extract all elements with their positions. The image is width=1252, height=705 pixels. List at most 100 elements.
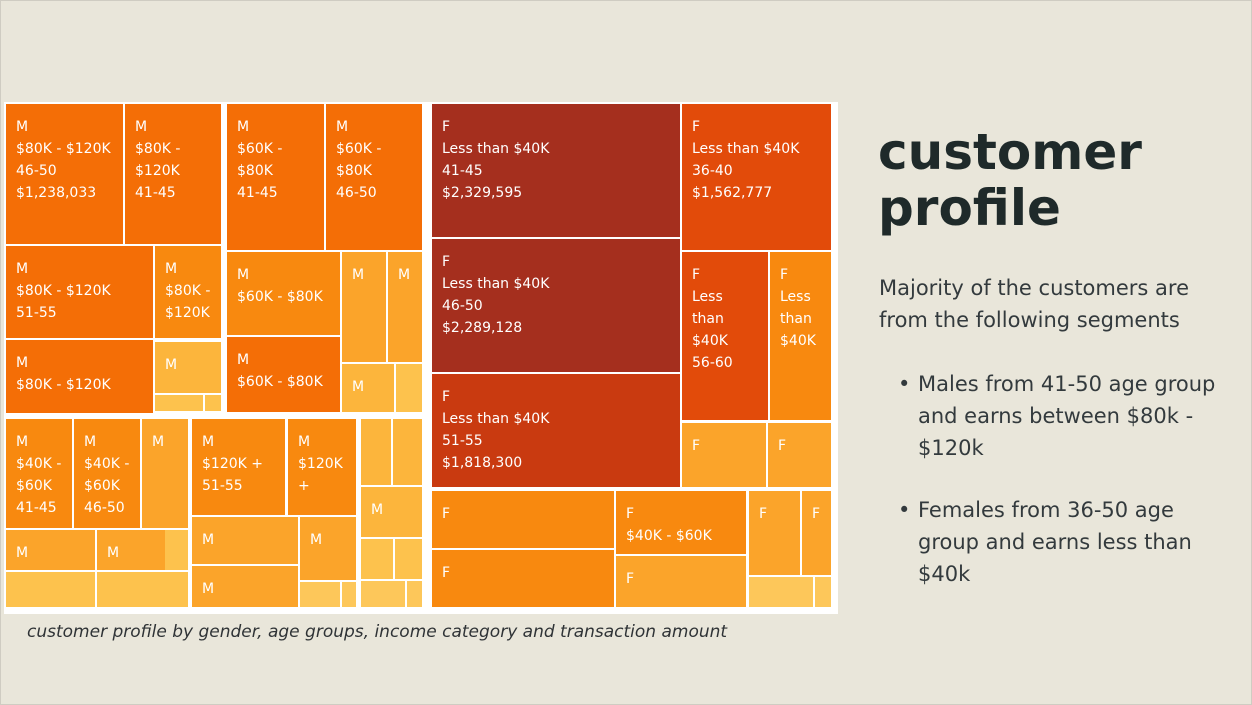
treemap-tile: F <box>432 491 614 548</box>
tile-label-line: 41-45 <box>237 185 278 201</box>
tile-label-line: M <box>352 379 365 395</box>
tile-label-line: 46-50 <box>442 298 483 314</box>
tile-label-line: M <box>202 581 215 597</box>
tile-label-line: 46-50 <box>84 500 125 516</box>
treemap-tile: M $60K - $80K 41-45 <box>227 104 324 250</box>
tile-label-line: M <box>16 545 29 561</box>
tile-label-line: $80K <box>237 163 273 179</box>
tile-label-line: 41-45 <box>16 500 57 516</box>
treemap-tile: M $60K - $80K 46-50 <box>326 104 422 250</box>
tile-label-line: $120K <box>298 456 343 472</box>
tile-label-line: M <box>298 434 311 450</box>
treemap-filler-tile <box>300 582 340 607</box>
tile-label-line: $80K - <box>165 283 211 299</box>
treemap-filler-tile <box>97 572 165 607</box>
tile-label-line: $60K - <box>237 141 283 157</box>
treemap-tile: M <box>155 342 221 393</box>
treemap-tile: M $80K - $120K <box>155 246 221 338</box>
tile-label-line: M <box>202 532 215 548</box>
tile-label-line: F <box>626 506 635 522</box>
treemap-tile: M $80K - $120K 41-45 <box>125 104 221 244</box>
tile-label-line: F <box>442 389 451 405</box>
tile-label-line: M <box>237 352 250 368</box>
treemap-tile: M <box>342 364 394 412</box>
treemap-tile: M <box>361 487 395 537</box>
treemap-filler-tile <box>361 539 393 579</box>
treemap-tile: F Less than $40K 51-55 $1,818,300 <box>432 374 680 487</box>
tile-label-line: F <box>780 267 789 283</box>
tile-label-line: $60K - $80K <box>237 374 323 390</box>
treemap-filler-tile <box>407 581 422 607</box>
tile-label-line: 51-55 <box>16 305 57 321</box>
tile-label-line: than <box>780 311 812 327</box>
tile-label-line: M <box>336 119 349 135</box>
tile-label-line: M <box>16 261 29 277</box>
tile-label-line: F <box>692 267 701 283</box>
tile-label-line: 51-55 <box>442 433 483 449</box>
tile-label-line: Less than $40K <box>442 276 550 292</box>
treemap-tile: F $40K - $60K <box>616 491 746 554</box>
tile-label-line: F <box>778 438 787 454</box>
tile-label-line: F <box>759 506 768 522</box>
tile-label-line: M <box>237 119 250 135</box>
treemap-filler-tile <box>396 364 422 412</box>
treemap-filler-tile <box>342 582 356 607</box>
tile-label-line: than <box>692 311 724 327</box>
treemap-tile: M $80K - $120K 51-55 <box>6 246 153 338</box>
treemap-tile: M <box>6 530 95 570</box>
tile-label-line: M <box>165 261 178 277</box>
tile-label-line: $1,238,033 <box>16 185 97 201</box>
treemap-chart: M $80K - $120K 46-50 $1,238,033 M $80K - $120K… <box>4 102 838 614</box>
treemap-tile: F Less than $40K 46-50 $2,289,128 <box>432 239 680 372</box>
tile-label-line: + <box>298 478 310 494</box>
tile-label-line: 46-50 <box>16 163 57 179</box>
tile-label-line: $40K <box>780 333 816 349</box>
title-line-1: customer <box>878 123 1142 181</box>
tile-label-line: M <box>371 502 384 518</box>
bullet-text: Females from 36-50 age group and earns l… <box>918 498 1192 586</box>
treemap-tile: F <box>802 491 831 575</box>
bullet-item-males: • Males from 41-50 age group and earns b… <box>890 368 1220 464</box>
tile-label-line: $2,329,595 <box>442 185 523 201</box>
treemap-tile: F <box>682 423 766 487</box>
bullet-text: Males from 41-50 age group and earns bet… <box>918 372 1216 460</box>
tile-label-line: F <box>692 438 701 454</box>
tile-label-line: M <box>135 119 148 135</box>
tile-label-line: F <box>442 119 451 135</box>
tile-label-line: Less <box>692 289 723 305</box>
tile-label-line: Less than $40K <box>442 411 550 427</box>
tile-label-line: $60K - $80K <box>237 289 323 305</box>
bullet-dot-icon: • <box>898 372 911 396</box>
tile-label-line: M <box>152 434 165 450</box>
tile-label-line: F <box>442 254 451 270</box>
tile-label-line: M <box>16 355 29 371</box>
tile-label-line: M <box>398 267 411 283</box>
treemap-tile: M $40K - $60K 46-50 <box>74 419 140 528</box>
title-line-2: profile <box>878 179 1061 237</box>
tile-label-line: Less than $40K <box>692 141 800 157</box>
treemap-tile: M $120K + <box>288 419 356 515</box>
tile-label-line: F <box>442 506 451 522</box>
tile-label-line: $1,818,300 <box>442 455 523 471</box>
treemap-tile: F Less than $40K 41-45 $2,329,595 <box>432 104 680 237</box>
treemap-tile: M <box>97 530 165 570</box>
tile-label-line: M <box>237 267 250 283</box>
tile-label-line: $120K + <box>202 456 263 472</box>
treemap-filler-tile <box>815 577 831 607</box>
tile-label-line: $40K - <box>84 456 130 472</box>
bullet-list: • Males from 41-50 age group and earns b… <box>890 368 1220 620</box>
tile-label-line: F <box>626 571 635 587</box>
chart-caption: customer profile by gender, age groups, … <box>27 622 728 642</box>
page-title: customer profile <box>878 124 1238 236</box>
tile-label-line: $80K - $120K <box>16 141 111 157</box>
treemap-filler-tile <box>361 419 391 485</box>
tile-label-line: $80K - <box>135 141 181 157</box>
treemap-tile: F Less than $40K 56-60 <box>682 252 768 420</box>
treemap-filler-tile <box>395 539 422 579</box>
tile-label-line: $40K - <box>16 456 62 472</box>
tile-label-line: M <box>107 545 120 561</box>
treemap-tile: M <box>192 566 298 607</box>
tile-label-line: F <box>692 119 701 135</box>
tile-label-line: 41-45 <box>135 185 176 201</box>
treemap-filler-tile <box>361 581 405 607</box>
